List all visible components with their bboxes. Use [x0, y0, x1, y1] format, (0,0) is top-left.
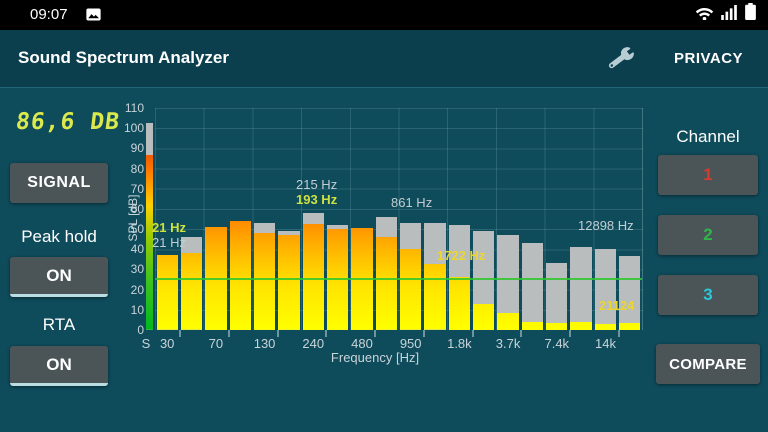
rta-bar — [180, 253, 203, 330]
x-axis-tick-mark — [568, 330, 571, 337]
x-axis-tick-mark — [325, 330, 328, 337]
peak-hold-bar — [570, 247, 592, 330]
threshold-line — [155, 277, 642, 280]
peak-hold-label: Peak hold — [21, 227, 97, 246]
x-axis-tick-label: 480 — [351, 336, 373, 351]
y-axis-tick-label: 0 — [137, 323, 144, 337]
x-axis-tick-mark — [374, 330, 377, 337]
signal-level-meter — [146, 108, 153, 330]
x-axis-tick-mark — [471, 330, 474, 337]
x-axis-tick-mark — [276, 330, 279, 337]
y-axis-tick-label: 50 — [130, 222, 144, 237]
channel-3-button[interactable]: 3 — [658, 275, 758, 315]
channel-label: Channel — [676, 127, 740, 146]
rta-bar — [619, 322, 641, 330]
x-axis-tick-mark — [228, 330, 231, 337]
rta-bar — [278, 235, 300, 330]
rta-bar — [473, 303, 495, 330]
x-axis: S 30 70 130 240 480 950 1.8k 3.7k 7.4k 14k — [0, 336, 768, 354]
chart-annotation: 21 Hz — [152, 235, 186, 250]
channel-2-button[interactable]: 2 — [658, 215, 758, 255]
peak-hold-bar — [619, 256, 641, 330]
rta-bar — [594, 323, 617, 330]
rta-bar — [229, 221, 251, 330]
x-axis-tick-label: 130 — [253, 336, 276, 351]
x-axis-title: Frequency [Hz] — [330, 350, 420, 365]
rta-bar — [253, 233, 276, 330]
x-axis-signal-label: S — [141, 336, 151, 351]
peak-hold-bar — [594, 249, 617, 330]
spl-level-readout: 86,6 DB — [14, 109, 122, 135]
rta-bar — [400, 249, 422, 330]
y-axis-tick-label: 80 — [130, 161, 144, 176]
y-axis-tick-label: 20 — [130, 282, 144, 297]
title-bar: Sound Spectrum Analyzer PRIVACY — [0, 30, 768, 88]
y-axis-tick-label: 30 — [130, 262, 144, 277]
peak-hold-bar — [546, 263, 568, 330]
rta-bar — [521, 321, 544, 330]
rta-toggle[interactable]: ON — [10, 346, 108, 386]
wifi-icon — [695, 4, 714, 25]
rta-bar — [375, 237, 397, 330]
y-axis-tick-label: 60 — [130, 201, 144, 216]
status-bar: 09:07 — [0, 0, 768, 30]
compare-button[interactable]: COMPARE — [656, 344, 760, 384]
x-axis-tick-mark — [179, 330, 182, 337]
chart-annotation: 861 Hz — [391, 195, 433, 210]
x-axis-tick-mark — [617, 330, 620, 337]
y-axis: 110 100 90 80 70 60 50 40 30 20 10 0 — [112, 101, 144, 337]
signal-meter-level — [146, 155, 153, 330]
peak-hold-bar — [497, 235, 519, 330]
y-axis-tick-label: 70 — [130, 181, 144, 196]
wrench-icon — [604, 47, 638, 76]
x-axis-tick-label: 240 — [302, 336, 325, 351]
x-axis-tick-label: 3.7k — [495, 336, 521, 351]
clock: 09:07 — [30, 6, 68, 23]
status-icons — [695, 3, 756, 25]
peak-hold-toggle[interactable]: ON — [10, 257, 108, 297]
rta-bar — [302, 224, 324, 330]
chart-annotation: 12898 Hz — [578, 218, 634, 233]
chart-annotation: 193 Hz — [296, 192, 338, 207]
battery-icon — [745, 3, 756, 25]
y-axis-tick-label: 90 — [130, 141, 144, 156]
y-axis-tick-label: 10 — [130, 302, 144, 317]
rta-bar — [326, 229, 349, 330]
rta-label: RTA — [42, 315, 76, 334]
chart-annotation: 1722 Hz — [437, 248, 486, 263]
y-axis-tick-label: 40 — [130, 242, 144, 257]
x-axis-tick-mark — [520, 330, 523, 337]
y-axis-title: SPL [dB] — [126, 194, 140, 242]
y-axis-tick-label: 110 — [124, 101, 144, 115]
peak-hold-bar — [521, 243, 544, 330]
x-axis-tick-label: 14k — [594, 336, 616, 351]
chart-annotation: 21124 — [599, 298, 635, 313]
rta-bar — [424, 264, 446, 330]
settings-button[interactable] — [604, 45, 642, 73]
rta-bar — [546, 322, 568, 330]
chart-annotation: 215 Hz — [296, 177, 338, 192]
y-axis-tick-label: 100 — [123, 121, 144, 136]
picture-icon — [86, 8, 101, 26]
rta-bar — [448, 276, 471, 330]
plot-area — [155, 108, 643, 330]
rta-bar — [570, 321, 592, 330]
x-axis-tick-label: 30 — [159, 336, 175, 351]
signal-button[interactable]: SIGNAL — [10, 163, 108, 203]
x-axis-tick-label: 70 — [208, 336, 224, 351]
privacy-button[interactable]: PRIVACY — [674, 50, 744, 67]
x-axis-tick-label: 7.4k — [544, 336, 570, 351]
x-axis-tick-mark — [422, 330, 425, 337]
rta-bar — [497, 312, 519, 330]
signal-strength-icon — [721, 5, 738, 25]
rta-bar — [156, 255, 178, 330]
x-axis-tick-label: 1.8k — [447, 336, 472, 351]
channel-1-button[interactable]: 1 — [658, 155, 758, 195]
chart-annotation: 21 Hz — [152, 220, 186, 235]
x-axis-tick-label: 950 — [399, 336, 422, 351]
app-title: Sound Spectrum Analyzer — [18, 48, 229, 67]
